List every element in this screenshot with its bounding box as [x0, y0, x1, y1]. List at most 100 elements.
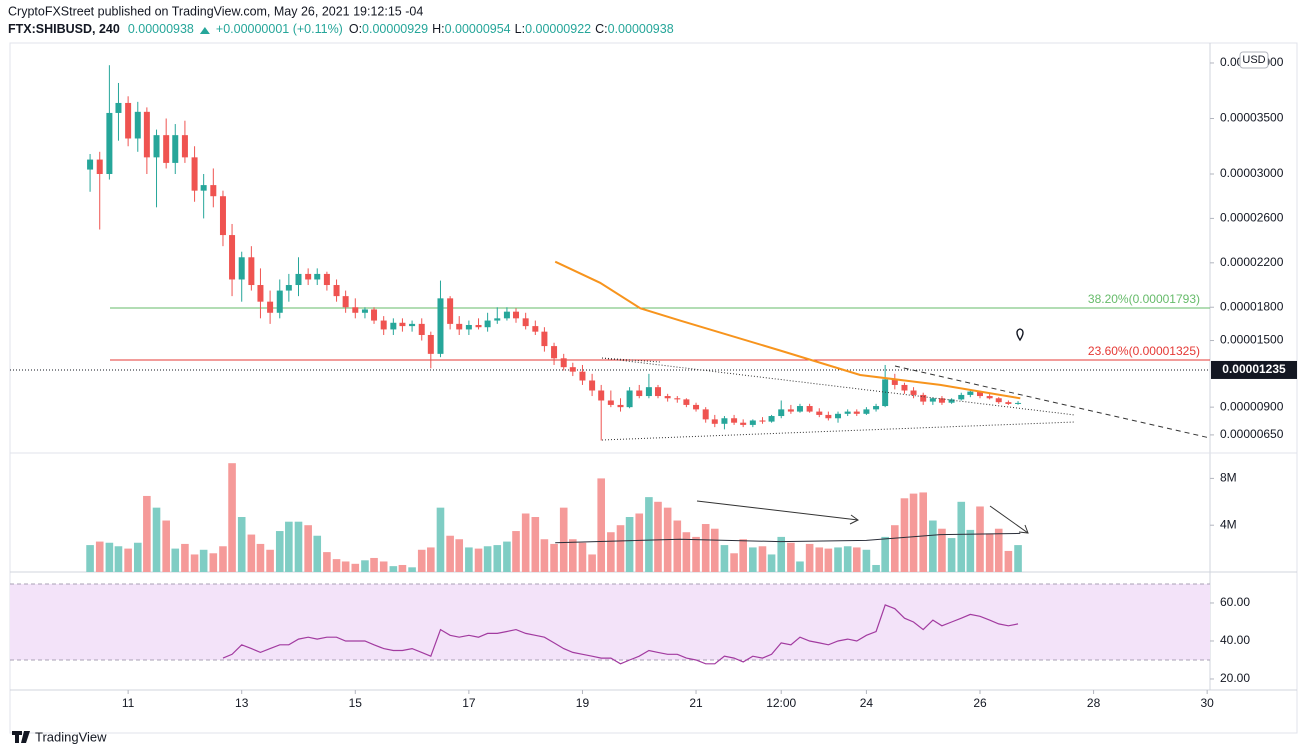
currency-badge — [1239, 51, 1269, 69]
volume-bar — [994, 528, 1003, 572]
candle-body — [636, 390, 643, 397]
candle-body — [427, 334, 434, 354]
candle-body — [229, 235, 236, 280]
volume-bar — [105, 542, 114, 572]
brand: TradingView — [35, 729, 107, 744]
candle-body — [882, 379, 889, 407]
volume-bar — [389, 566, 398, 572]
volume-bar — [521, 513, 530, 572]
volume-bar — [323, 552, 331, 572]
volume-bar — [1004, 550, 1013, 572]
location-marker — [1016, 328, 1024, 342]
volume-bar — [114, 546, 123, 572]
volume-bar — [143, 495, 151, 572]
volume-bar — [654, 501, 662, 572]
volume-bar — [465, 547, 473, 572]
candle-body — [768, 416, 775, 422]
ohlc-label: L: — [515, 22, 525, 36]
volume-bar — [607, 532, 615, 572]
volume-bar — [133, 542, 142, 572]
volume-arrow — [989, 505, 1029, 534]
symbol-line: FTX:SHIBUSD, 240 0.00000938 +0.00000001 (+… — [8, 22, 674, 36]
candle-body — [267, 301, 274, 313]
candle-body — [796, 406, 803, 412]
volume-bar — [351, 563, 360, 572]
candle-body — [456, 323, 463, 330]
candle-body — [314, 273, 321, 280]
candle-body — [901, 384, 908, 391]
candle-body — [285, 285, 292, 291]
arrow-head — [1018, 524, 1029, 534]
candle-body — [153, 135, 160, 158]
x-tick-label: 21 — [689, 696, 703, 710]
volume-bar — [417, 549, 426, 572]
candle-body — [617, 404, 624, 408]
y-tick-label: 0.00003000 — [1220, 166, 1284, 180]
candle-body — [210, 185, 217, 197]
candle-body — [418, 323, 425, 335]
y-tick-label: 0.00002600 — [1220, 211, 1284, 225]
volume-ma — [555, 532, 1021, 544]
y-tick-label: 0.00003500 — [1220, 111, 1284, 125]
candle-body — [390, 322, 397, 330]
volume-bar — [862, 549, 871, 572]
candle-body — [248, 257, 255, 286]
volume-bar — [446, 535, 454, 572]
volume-bar — [701, 524, 710, 572]
candle-body — [134, 111, 141, 139]
candle-body — [938, 398, 945, 403]
candle-body — [560, 358, 567, 368]
ohlc-value: 0.00000954 — [445, 22, 511, 36]
symbol: FTX:SHIBUSD, 240 — [8, 22, 120, 36]
volume-bar — [247, 534, 256, 572]
candle-body — [607, 400, 614, 405]
rsi-tick-label: 60.00 — [1220, 595, 1250, 609]
volume-bar — [379, 561, 388, 572]
candle-body — [181, 135, 188, 158]
y-tick-label: 0.00001500 — [1220, 333, 1284, 347]
last-price: 0.00000938 — [128, 22, 194, 36]
volume-bar — [190, 554, 199, 572]
volume-bar — [181, 543, 189, 572]
y-tick-label: 0.00000900 — [1220, 399, 1284, 413]
volume-bar — [95, 541, 104, 572]
candle-body — [87, 159, 94, 170]
candle-body — [333, 285, 340, 297]
volume-bar — [749, 547, 757, 572]
volume-bar — [692, 536, 700, 572]
volume-bar — [313, 535, 322, 572]
candle-body — [664, 396, 671, 399]
volume-bar — [597, 478, 605, 572]
candle-body — [787, 409, 794, 412]
candle-body — [200, 185, 207, 191]
triangle-lower — [601, 421, 1076, 441]
candle-body — [305, 273, 312, 280]
candle-body — [967, 391, 974, 395]
triangle-top — [601, 357, 661, 363]
candle-body — [295, 273, 302, 286]
volume-bar — [493, 545, 502, 572]
x-tick-label: 24 — [860, 696, 874, 710]
volume-bar — [436, 507, 445, 572]
volume-bar — [767, 554, 776, 572]
volume-bar — [739, 539, 747, 572]
y-tick-label: 0.00000650 — [1220, 427, 1284, 441]
candle-body — [371, 309, 378, 321]
candle-body — [143, 111, 150, 158]
ohlc-label: O: — [349, 22, 362, 36]
volume-bar — [256, 543, 265, 572]
volume-bar — [796, 561, 804, 572]
volume-bar — [710, 528, 719, 572]
rsi-band — [10, 583, 1210, 660]
volume-bar — [616, 525, 625, 572]
candle-body — [920, 394, 927, 402]
candle-body — [447, 298, 454, 324]
volume-bar — [199, 549, 208, 572]
candle-body — [645, 387, 652, 397]
volume-bar — [938, 528, 946, 572]
volume-bar — [578, 542, 587, 572]
x-tick-label: 28 — [1087, 696, 1101, 710]
candle-body — [551, 346, 558, 359]
volume-bar — [635, 513, 644, 572]
volume-bar — [152, 507, 161, 572]
